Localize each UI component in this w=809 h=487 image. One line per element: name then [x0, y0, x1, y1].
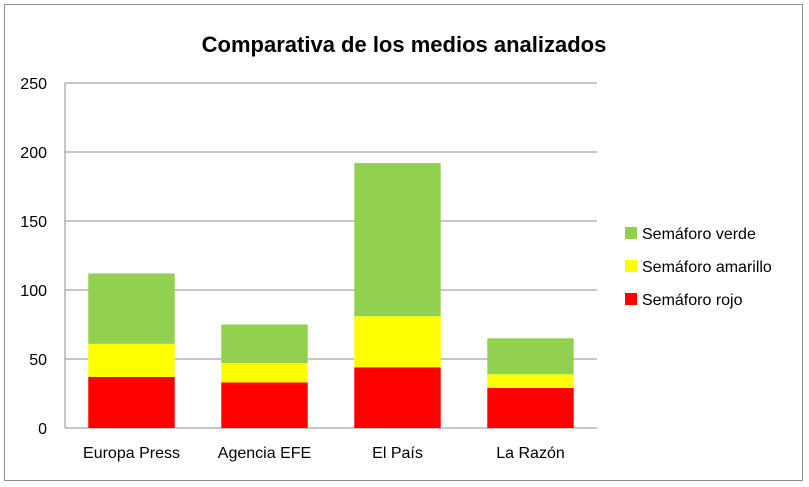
- bar-segment: [354, 163, 441, 317]
- x-tick-label: La Razón: [496, 445, 565, 462]
- x-tick-label: Agencia EFE: [218, 445, 311, 462]
- y-tick-label: 250: [20, 76, 47, 93]
- bar-segment: [88, 343, 175, 377]
- x-tick-label: El País: [372, 445, 423, 462]
- legend-swatch: [625, 227, 637, 239]
- y-tick-label: 100: [20, 283, 47, 300]
- bar-segment: [354, 367, 441, 428]
- bar-segment: [221, 382, 308, 428]
- bar-segment: [221, 324, 308, 364]
- bar-segment: [221, 363, 308, 383]
- bar-segment: [88, 273, 175, 344]
- chart-frame: [4, 4, 803, 481]
- bar-segment: [354, 316, 441, 368]
- bar-segment: [487, 374, 574, 388]
- bars: [88, 163, 574, 428]
- y-tick-label: 150: [20, 214, 47, 231]
- y-tick-label: 0: [38, 421, 47, 438]
- legend: Semáforo verde Semáforo amarillo Semáforo …: [625, 226, 772, 309]
- legend-swatch: [625, 260, 637, 272]
- y-tick-label: 200: [20, 145, 47, 162]
- y-axis-ticks: 0 50 100 150 200 250: [20, 76, 47, 438]
- chart-title: Comparativa de los medios analizados: [202, 32, 607, 57]
- bar-segment: [487, 338, 574, 375]
- legend-label: Semáforo amarillo: [642, 259, 772, 276]
- legend-label: Semáforo verde: [642, 226, 756, 243]
- y-tick-label: 50: [29, 352, 47, 369]
- bar-segment: [88, 376, 175, 428]
- legend-label: Semáforo rojo: [642, 292, 743, 309]
- x-tick-label: Europa Press: [83, 445, 180, 462]
- x-axis-ticks: Europa Press Agencia EFE El País La Razón: [83, 445, 565, 462]
- bar-segment: [487, 387, 574, 428]
- legend-swatch: [625, 293, 637, 305]
